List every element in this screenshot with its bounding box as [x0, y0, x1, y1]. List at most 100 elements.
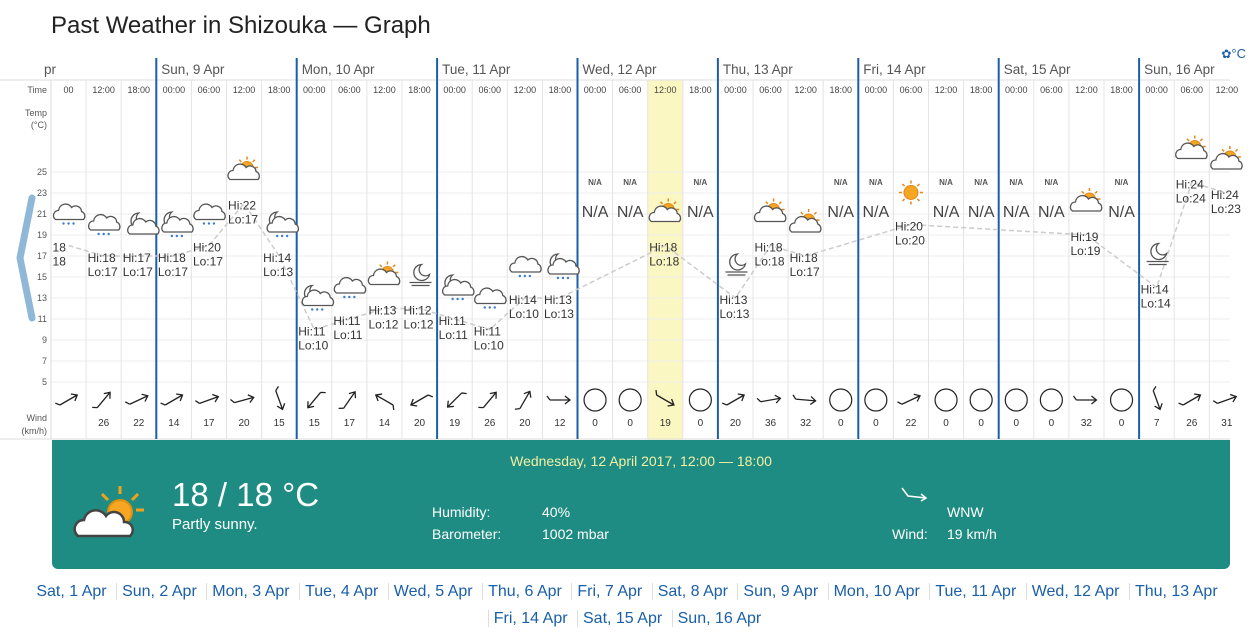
cloud-rain-icon: [88, 213, 121, 236]
scroll-left-arrow[interactable]: [16, 194, 36, 322]
day-label: Sun, 9 Apr: [161, 62, 225, 77]
temp-hi-label: 18: [53, 241, 67, 255]
wind-unit-label: (km/h): [22, 426, 48, 436]
wind-arrow-icon: [275, 386, 286, 411]
unit-toggle[interactable]: ✿°C: [1221, 46, 1246, 61]
y-tick-label: 19: [37, 230, 47, 240]
time-label: 06:00: [478, 85, 501, 95]
day-link[interactable]: Tue, 11 Apr: [929, 583, 1022, 600]
time-label: 06:00: [1180, 85, 1203, 95]
day-link[interactable]: Sun, 16 Apr: [671, 610, 767, 627]
temp-na-label: N/A: [1108, 204, 1135, 221]
moon-cloud-icon: [127, 212, 160, 235]
wind-speed-label: 31: [1221, 418, 1233, 429]
time-label: 18:00: [127, 85, 150, 95]
wind-arrow-icon: [546, 395, 571, 405]
temp-hi-label: Hi:20: [895, 220, 923, 234]
calm-wind-circle: [1109, 388, 1134, 412]
gear-icon[interactable]: ✿: [1221, 47, 1232, 61]
temp-hi-label: Hi:18: [755, 241, 783, 255]
wind-speed-label: 17: [344, 418, 356, 429]
day-link[interactable]: Mon, 3 Apr: [206, 583, 295, 600]
y-tick-label: 25: [37, 167, 47, 177]
day-link[interactable]: Thu, 6 Apr: [482, 583, 567, 600]
na-icon: N/A: [834, 178, 848, 187]
day-link[interactable]: Sun, 9 Apr: [737, 583, 824, 600]
temp-lo-label: Lo:23: [1211, 202, 1241, 216]
y-tick-label: 11: [38, 314, 47, 324]
day-link[interactable]: Wed, 12 Apr: [1025, 583, 1125, 600]
time-label: 12:00: [1075, 85, 1098, 95]
sun-icon: [898, 180, 923, 205]
temp-hi-label: Hi:11: [333, 314, 360, 328]
day-link[interactable]: Thu, 13 Apr: [1128, 583, 1223, 600]
temp-lo-label: Lo:17: [123, 265, 153, 279]
wind-arrow-icon: [409, 394, 434, 407]
y-tick-label: 13: [37, 293, 47, 303]
wind-arrow-icon: [338, 390, 357, 410]
day-link[interactable]: Sun, 2 Apr: [116, 583, 202, 600]
svg-text:N/A: N/A: [834, 178, 848, 187]
day-link[interactable]: Tue, 4 Apr: [299, 583, 384, 600]
partly-sunny-icon: [73, 486, 144, 538]
sun-cloud-icon: [1069, 188, 1103, 212]
wind-speed-label: 0: [698, 418, 704, 429]
svg-text:N/A: N/A: [1044, 178, 1058, 187]
time-label: 06:00: [759, 85, 782, 95]
time-label: 12:00: [935, 85, 958, 95]
partly-cloudy-rain-icon: [52, 203, 86, 225]
time-label: 00:00: [724, 85, 747, 95]
na-icon: N/A: [1044, 178, 1058, 187]
time-label: 12:00: [233, 85, 256, 95]
sun-cloud-icon: [1210, 146, 1243, 170]
wind-speed-label: 17: [203, 418, 215, 429]
moon-wind-icon: [409, 263, 432, 287]
y-tick-label: 21: [37, 209, 47, 219]
sun-cloud-icon: [227, 156, 260, 181]
temp-hi-label: Hi:14: [263, 251, 291, 265]
day-link[interactable]: Fri, 7 Apr: [571, 583, 648, 600]
temp-lo-label: Lo:13: [263, 265, 293, 279]
temp-na-label: N/A: [687, 204, 714, 221]
wind-speed-label: 0: [592, 418, 598, 429]
time-row-label: Time: [27, 85, 47, 95]
time-label: 12:00: [514, 85, 537, 95]
temp-hi-label: Hi:13: [544, 293, 572, 307]
wind-arrow-icon: [514, 390, 532, 410]
moon-cloud-rain-icon: [266, 211, 300, 238]
day-link[interactable]: Wed, 5 Apr: [387, 583, 478, 600]
temp-na-label: N/A: [968, 204, 995, 221]
humidity-value: 40%: [542, 504, 571, 520]
day-link[interactable]: Fri, 14 Apr: [487, 610, 573, 627]
temp-lo-label: 18: [53, 255, 67, 269]
wind-speed-label: 20: [414, 418, 426, 429]
time-label: 06:00: [198, 85, 221, 95]
wind-speed-label: 0: [1013, 418, 1019, 429]
wind-arrow-icon: [374, 393, 395, 411]
temp-na-label: N/A: [582, 204, 609, 221]
unit-label[interactable]: °C: [1231, 46, 1246, 61]
wind-speed-label: 26: [98, 418, 110, 429]
calm-wind-circle: [1039, 388, 1063, 412]
wind-speed-label: 0: [1119, 418, 1125, 429]
wind-speed-label: 20: [730, 418, 742, 429]
barometer-value: 1002 mbar: [542, 526, 609, 542]
wind-speed-label: 0: [838, 418, 844, 429]
temp-hi-label: Hi:18: [88, 251, 116, 265]
day-label: Thu, 13 Apr: [723, 62, 793, 77]
wind-speed-label: 32: [1081, 418, 1093, 429]
calm-wind-circle: [618, 388, 642, 412]
wind-arrow-icon: [160, 393, 184, 406]
temp-hi-label: Hi:17: [123, 251, 151, 265]
day-link[interactable]: Sat, 1 Apr: [36, 583, 107, 600]
temp-lo-label: Lo:19: [1070, 244, 1100, 258]
temp-hi-label: Hi:19: [1070, 230, 1098, 244]
day-link[interactable]: Sat, 15 Apr: [577, 610, 668, 627]
day-link[interactable]: Sat, 8 Apr: [651, 583, 733, 600]
time-label: 12:00: [1216, 85, 1239, 95]
temp-lo-label: Lo:24: [1176, 192, 1206, 206]
svg-text:N/A: N/A: [693, 178, 707, 187]
moon-cloud-rain-icon: [301, 284, 335, 311]
day-link[interactable]: Mon, 10 Apr: [827, 583, 925, 600]
na-icon: N/A: [693, 178, 707, 187]
